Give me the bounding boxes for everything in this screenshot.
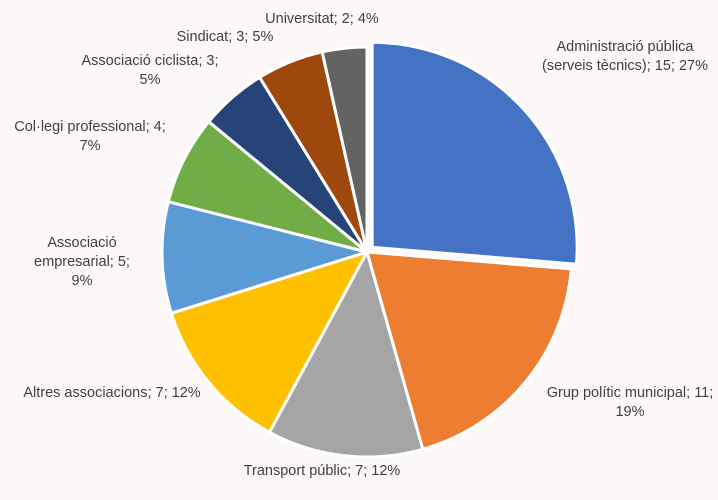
pie-slice (169, 249, 371, 435)
slice-label: Universitat; 2; 4% (265, 11, 379, 27)
pie-slice (160, 199, 373, 316)
pie-slice (364, 250, 573, 452)
slice-label: Grup polític municipal; 11; 19% (546, 385, 714, 420)
pie-slice (267, 248, 425, 459)
slice-label: Administració pública (serveis tècnics);… (541, 39, 708, 74)
slice-label: Sindicat; 3; 5% (176, 29, 274, 45)
slice-label: Associació empresarial; 5; 9% (34, 235, 130, 289)
pie-slice (320, 45, 369, 253)
slice-label: Altres associacions; 7; 12% (23, 385, 201, 401)
slice-label: Associació ciclista; 3; 5% (81, 53, 219, 88)
pie-slice (370, 40, 579, 266)
slice-label: Col·legi professional; 4; 7% (14, 119, 166, 154)
slice-label: Transport públic; 7; 12% (243, 463, 401, 479)
